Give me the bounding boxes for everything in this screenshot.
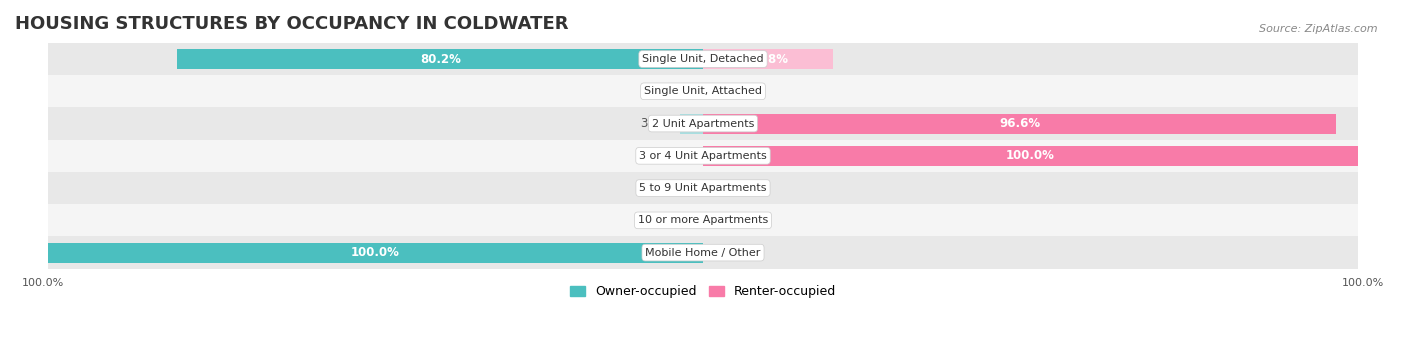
Text: 0.0%: 0.0% [664, 149, 693, 162]
Text: 80.2%: 80.2% [420, 53, 461, 66]
Text: 0.0%: 0.0% [713, 246, 742, 259]
Bar [703, 49, 832, 69]
Bar [48, 43, 1358, 75]
Text: 0.0%: 0.0% [713, 85, 742, 98]
Text: 96.6%: 96.6% [998, 117, 1040, 130]
Text: 5 to 9 Unit Apartments: 5 to 9 Unit Apartments [640, 183, 766, 193]
Text: 3.5%: 3.5% [641, 117, 671, 130]
Text: 10 or more Apartments: 10 or more Apartments [638, 215, 768, 225]
Bar [177, 49, 703, 69]
Text: 100.0%: 100.0% [1007, 149, 1054, 162]
Text: Single Unit, Attached: Single Unit, Attached [644, 86, 762, 96]
Bar [681, 114, 703, 134]
Text: 0.0%: 0.0% [713, 182, 742, 195]
Text: HOUSING STRUCTURES BY OCCUPANCY IN COLDWATER: HOUSING STRUCTURES BY OCCUPANCY IN COLDW… [15, 15, 568, 33]
Bar [48, 204, 1358, 236]
Bar [48, 236, 1358, 269]
Bar [48, 140, 1358, 172]
Bar [48, 242, 703, 263]
Bar [48, 107, 1358, 140]
Text: 0.0%: 0.0% [664, 214, 693, 227]
Text: 2 Unit Apartments: 2 Unit Apartments [652, 119, 754, 129]
Text: 100.0%: 100.0% [21, 278, 63, 288]
Text: 100.0%: 100.0% [1343, 278, 1385, 288]
Text: 0.0%: 0.0% [664, 182, 693, 195]
Bar [48, 172, 1358, 204]
Legend: Owner-occupied, Renter-occupied: Owner-occupied, Renter-occupied [565, 280, 841, 303]
Text: 100.0%: 100.0% [352, 246, 399, 259]
Text: 19.8%: 19.8% [748, 53, 789, 66]
Text: Single Unit, Detached: Single Unit, Detached [643, 54, 763, 64]
Text: 0.0%: 0.0% [713, 214, 742, 227]
Bar [48, 75, 1358, 107]
Text: Mobile Home / Other: Mobile Home / Other [645, 248, 761, 258]
Bar [703, 146, 1358, 166]
Text: 0.0%: 0.0% [664, 85, 693, 98]
Bar [703, 114, 1336, 134]
Text: Source: ZipAtlas.com: Source: ZipAtlas.com [1260, 24, 1378, 34]
Text: 3 or 4 Unit Apartments: 3 or 4 Unit Apartments [640, 151, 766, 161]
